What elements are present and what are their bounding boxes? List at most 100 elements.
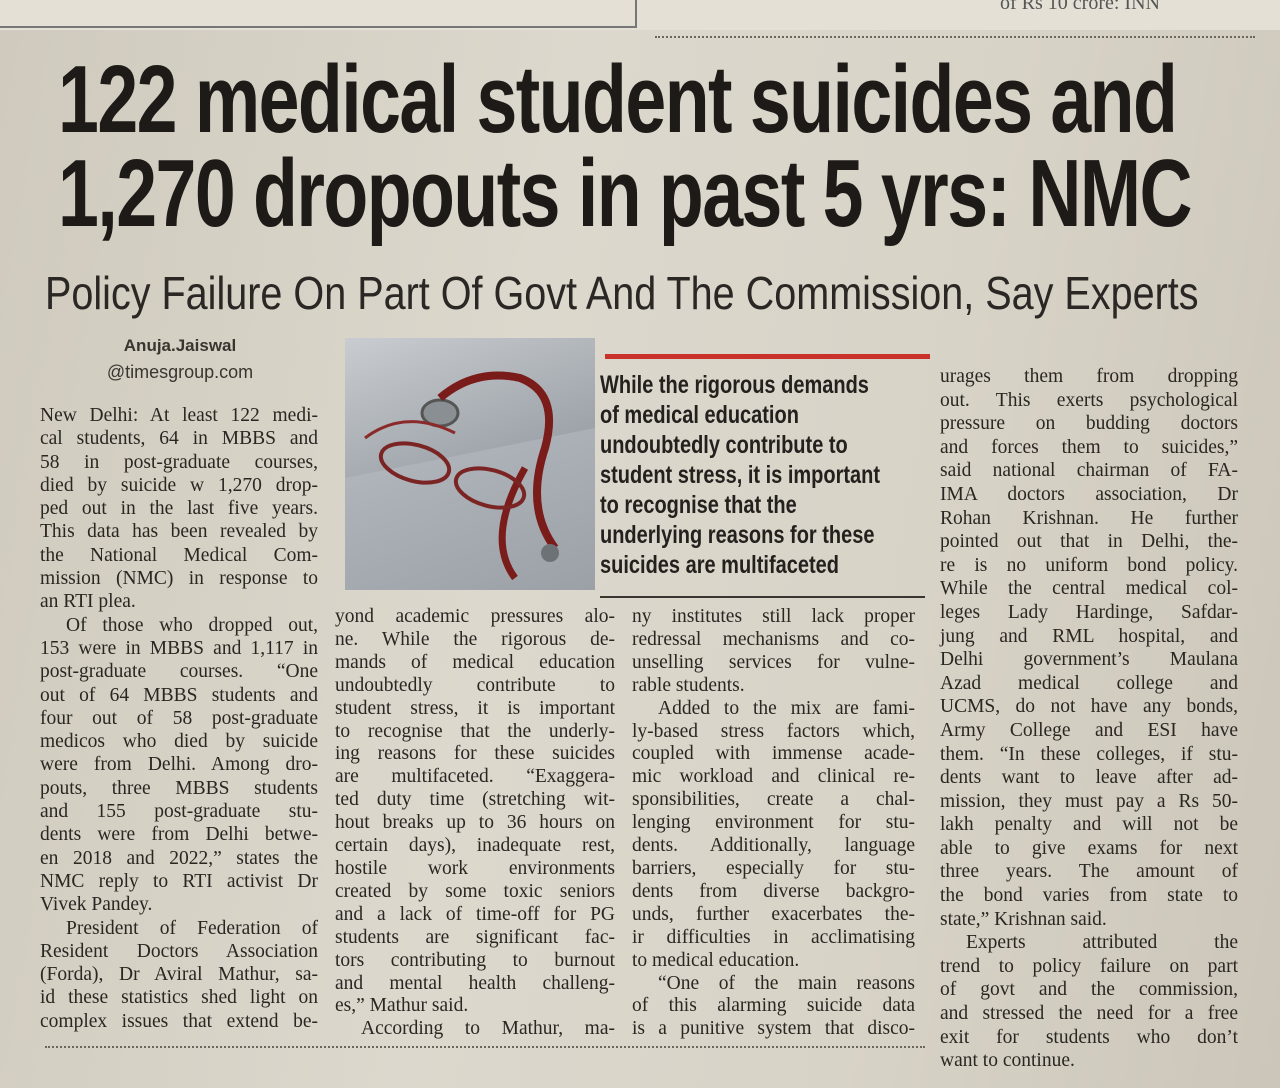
byline-email: @timesgroup.com <box>106 362 254 382</box>
article-text-line: es,” Mathur said. <box>335 995 469 1017</box>
article-text-line: to medical education. <box>632 949 800 971</box>
article-text-line: ir difficulties in acclimatising <box>632 926 915 948</box>
pull-quote-line: suicides are multifaceted <box>600 551 839 579</box>
article-text-line: Resident Doctors Association <box>40 940 318 962</box>
article-column-4: urages them from dropping out. This exert… <box>940 365 1238 1073</box>
article-text-line: want to continue. <box>940 1050 1075 1072</box>
pull-quote: While the rigorous demands of medical ed… <box>600 370 880 580</box>
divider-top <box>655 36 1255 38</box>
article-text-line: are multifaceted. “Exaggera- <box>335 766 615 788</box>
article-text-line: coupled with immense acade- <box>632 743 915 765</box>
pull-quote-line: underlying reasons for these <box>600 521 875 549</box>
article-text-line: “One of the main reasons <box>658 972 915 994</box>
article-text-line: and forces them to suicides,” <box>940 436 1238 458</box>
article-text-line: to recognise that the underly- <box>335 720 615 742</box>
article-text-line: three years. The amount of <box>940 861 1238 883</box>
article-text-line: ly-based stress factors which, <box>632 720 915 742</box>
headline-line-1: 122 medical student suicides and <box>58 46 1178 153</box>
article-column-1: New Delhi: At least 122 medi-cal student… <box>40 404 318 1033</box>
article-text-line: hostile work environments <box>335 857 615 879</box>
article-text-line: mands of medical education <box>335 651 615 673</box>
article-text-line: dents. Additionally, language <box>632 835 915 857</box>
article-text-line: mission (NMC) in response to <box>40 568 318 590</box>
article-text-line: pouts, three MBBS students <box>40 777 318 799</box>
article-text-line: re is no uniform bond policy. <box>940 554 1238 576</box>
article-text-line: While the central medical col- <box>940 578 1238 600</box>
article-text-line: students are significant fac- <box>335 926 615 948</box>
article-text-line: and mental health challeng- <box>335 972 615 994</box>
article-text-line: were from Delhi. Among dro- <box>40 754 318 776</box>
pull-quote-rule <box>600 596 925 598</box>
article-text-line: ny institutes still lack proper <box>632 606 915 627</box>
article-text-line: pointed out that in Delhi, the- <box>940 531 1238 553</box>
article-text-line: rable students. <box>632 674 745 696</box>
article-text-line: Rohan Krishnan. He further <box>940 507 1238 529</box>
article-text-line: pressure on budding doctors <box>940 413 1238 435</box>
article-text-line: tors contributing to burnout <box>335 949 615 971</box>
article-text-line: medicos who died by suicide <box>40 731 318 753</box>
article-text-line: said national chairman of FA- <box>940 460 1238 482</box>
article-text-line: lenging environment for stu- <box>632 812 915 834</box>
article-text-line: Of those who dropped out, <box>66 614 318 636</box>
article-text-line: and 155 post-graduate stu- <box>40 801 318 823</box>
article-text-line: dents want to leave after ad- <box>940 767 1238 789</box>
article-text-line: student stress, it is important <box>335 697 615 719</box>
article-text-line: state,” Krishnan said. <box>940 908 1107 930</box>
article-text-line: is a punitive system that disco- <box>632 1018 915 1040</box>
pull-quote-accent-bar <box>605 354 930 359</box>
pull-quote-line: to recognise that the <box>600 491 797 519</box>
article-text-line: created by some toxic seniors <box>335 880 615 902</box>
article-text-line: unselling services for vulne- <box>632 651 915 673</box>
article-text-line: post-graduate courses. “One <box>40 661 318 683</box>
article-text-line: of this alarming suicide data <box>632 995 915 1017</box>
article-text-line: jung and RML hospital, and <box>940 625 1238 647</box>
headline-line-2: 1,270 dropouts in past 5 yrs: NMC <box>58 140 1193 247</box>
article-text-line: of govt and the commission, <box>940 979 1238 1001</box>
article-text-line: sponsibilities, create a chal- <box>632 789 915 811</box>
article-text-line: mission, they must pay a Rs 50- <box>940 790 1238 812</box>
article-text-line: dents from diverse backgro- <box>632 880 915 902</box>
article-text-line: barriers, especially for stu- <box>632 857 915 879</box>
article-text-line: unds, further exacerbates the- <box>632 903 915 925</box>
article-text-line: ing reasons for these suicides <box>335 743 615 765</box>
subheadline: Policy Failure On Part Of Govt And The C… <box>45 267 1199 319</box>
article-text-line: out. This exerts psychological <box>940 389 1238 411</box>
previous-article-box <box>0 0 637 28</box>
article-column-2: yond academic pressures alo-ne. While th… <box>335 606 615 1041</box>
article-text-line: and stressed the need for a free <box>940 1003 1238 1025</box>
article-text-line: According to Mathur, ma- <box>361 1018 615 1040</box>
article-text-line: mic workload and clinical re- <box>632 766 915 788</box>
article-text-line: Experts attributed the <box>966 932 1238 954</box>
article-text-line: cal students, 64 in MBBS and <box>40 428 318 450</box>
previous-article-text: of Rs 10 crore: INN <box>1000 0 1160 14</box>
article-text-line: Army College and ESI have <box>940 719 1238 741</box>
article-text-line: UCMS, do not have any bonds, <box>940 696 1238 718</box>
article-text-line: leges Lady Hardinge, Safdar- <box>940 601 1238 623</box>
article-text-line: exit for students who don’t <box>940 1026 1238 1048</box>
article-text-line: undoubtedly contribute to <box>335 674 615 696</box>
article-text-line: and a lack of time-off for PG <box>335 903 615 925</box>
article-text-line: lakh penalty and will not be <box>940 814 1238 836</box>
article-text-line: them. “In these colleges, if stu- <box>940 743 1238 765</box>
article-text-line: redressal mechanisms and co- <box>632 628 915 650</box>
article-text-line: the National Medical Com- <box>40 544 318 566</box>
article-text-line: Delhi government’s Maulana <box>940 649 1238 671</box>
pull-quote-line: undoubtedly contribute to <box>600 431 848 459</box>
pull-quote-line: student stress, it is important <box>600 461 881 489</box>
article-text-line: the bond varies from state to <box>940 885 1238 907</box>
article-text-line: yond academic pressures alo- <box>335 606 615 627</box>
article-text-line: four out of 58 post-graduate <box>40 707 318 729</box>
article-text-line: This data has been revealed by <box>40 521 318 543</box>
article-text-line: en 2018 and 2022,” states the <box>40 847 318 869</box>
article-photo <box>345 338 595 590</box>
article-text-line: out of 64 MBBS students and <box>40 684 318 706</box>
article-column-3: ny institutes still lack proper redressal… <box>632 606 915 1041</box>
article-text-line: able to give exams for next <box>940 837 1238 859</box>
article-text-line: urages them from dropping <box>940 366 1238 387</box>
article-text-line: NMC reply to RTI activist Dr <box>40 870 318 892</box>
article-text-line: an RTI plea. <box>40 591 136 613</box>
article-text-line: President of Federation of <box>66 917 318 939</box>
stethoscope-glasses-illustration <box>345 371 595 590</box>
top-strip: of Rs 10 crore: INN <box>0 0 1280 30</box>
article-text-line: dents were from Delhi betwe- <box>40 824 318 846</box>
